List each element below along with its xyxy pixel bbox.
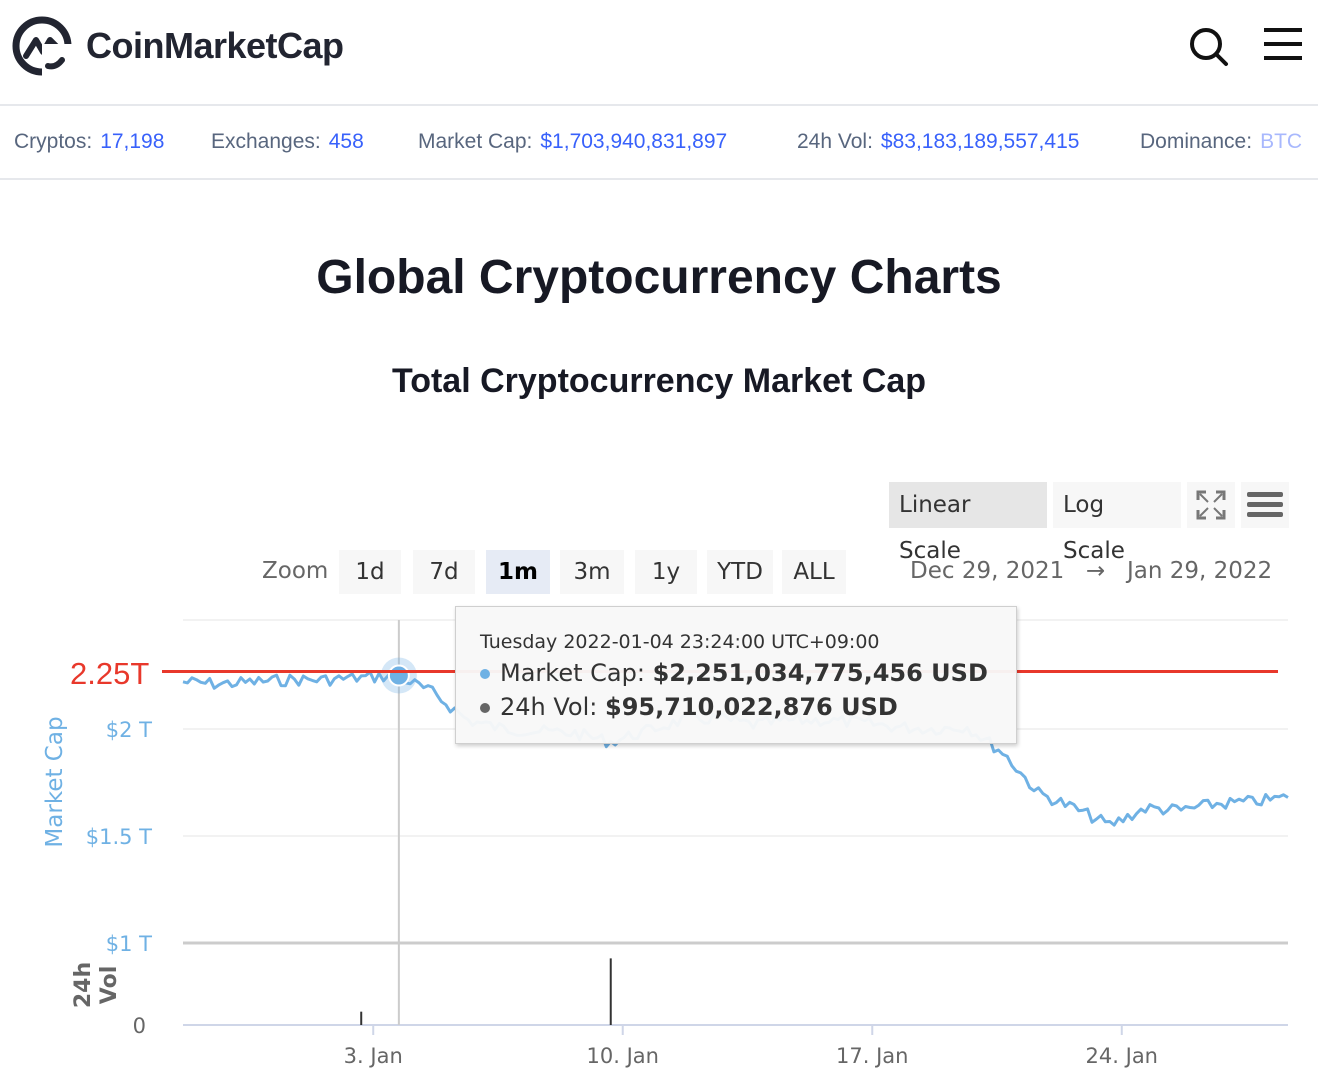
range-from-input[interactable]: Dec 29, 2021 (910, 558, 1065, 584)
x-tick-label: 24. Jan (1086, 1044, 1158, 1068)
stat-label: 24h Vol: (797, 130, 873, 153)
tooltip-mc-value: $2,251,034,775,456 USD (652, 659, 988, 687)
stat-label: Market Cap: (418, 130, 533, 153)
series-dot-icon (480, 703, 490, 713)
log-scale-button[interactable]: Log Scale (1053, 482, 1181, 564)
site-header: CoinMarketCap (0, 0, 1318, 106)
y-tick-label: $1 T (106, 932, 152, 956)
chart-menu-icon (1247, 492, 1283, 517)
tooltip-mc-label: Market Cap: (500, 659, 645, 687)
range-arrow: → (1086, 558, 1106, 584)
series-dot-icon (480, 669, 490, 679)
y-axis-title: Market Cap (42, 716, 68, 847)
y-tick-label: $2 T (106, 718, 152, 742)
stat-24h-vol: 24h Vol: $83,183,189,557,415 (797, 130, 1079, 154)
tooltip-market-cap-row: Market Cap: $2,251,034,775,456 USD (480, 659, 1016, 687)
tooltip-vol-label: 24h Vol: (500, 693, 598, 721)
zoom-1m-button[interactable]: 1m (486, 550, 550, 594)
annotation-label: 2.25T (70, 656, 150, 691)
chart-title: Total Cryptocurrency Market Cap (391, 362, 927, 400)
logo-text: CoinMarketCap (86, 25, 344, 66)
volume-zero-label: 0 (133, 1014, 146, 1038)
tooltip-volume-row: 24h Vol: $95,710,022,876 USD (480, 693, 1016, 721)
zoom-7d-button[interactable]: 7d (413, 550, 475, 594)
zoom-all-button[interactable]: ALL (782, 550, 846, 594)
volume-axis-title: 24hVol (71, 962, 122, 1008)
coinmarketcap-logo-icon (12, 16, 72, 76)
zoom-label: Zoom (262, 558, 329, 584)
range-to-input[interactable]: Jan 29, 2022 (1127, 558, 1273, 584)
search-icon[interactable] (1188, 26, 1230, 68)
y-tick-label: $1.5 T (86, 825, 152, 849)
x-tick-label: 10. Jan (587, 1044, 659, 1068)
stat-value-link[interactable]: $83,183,189,557,415 (880, 130, 1080, 153)
global-stats-bar: Cryptos: 17,198 Exchanges: 458 Market Cap:… (0, 106, 1318, 180)
stat-value-link[interactable]: 458 (328, 130, 364, 153)
stat-cryptos: Cryptos: 17,198 (14, 130, 164, 154)
stat-label: Exchanges: (211, 130, 321, 153)
page-title: Global Cryptocurrency Charts (316, 251, 1002, 304)
linear-scale-button[interactable]: Linear Scale (889, 482, 1047, 564)
hamburger-menu-icon[interactable] (1264, 26, 1302, 62)
tooltip-vol-value: $95,710,022,876 USD (605, 693, 898, 721)
stat-label: Cryptos: (14, 130, 93, 153)
hover-point (387, 664, 410, 687)
x-tick-label: 17. Jan (836, 1044, 908, 1068)
fullscreen-icon (1196, 490, 1226, 520)
zoom-3m-button[interactable]: 3m (560, 550, 624, 594)
tooltip-date: Tuesday 2022-01-04 23:24:00 UTC+09:00 (480, 631, 880, 653)
chart-menu-button[interactable] (1241, 482, 1289, 528)
fullscreen-button[interactable] (1187, 482, 1235, 528)
x-tick-label: 3. Jan (344, 1044, 403, 1068)
logo[interactable]: CoinMarketCap (12, 16, 344, 76)
chart-tooltip: Tuesday 2022-01-04 23:24:00 UTC+09:00 Ma… (455, 606, 1017, 744)
zoom-1y-button[interactable]: 1y (635, 550, 697, 594)
stat-label: Dominance: (1140, 130, 1253, 153)
zoom-1d-button[interactable]: 1d (339, 550, 401, 594)
zoom-ytd-button[interactable]: YTD (707, 550, 773, 594)
stat-dominance: Dominance: BTC (1140, 130, 1302, 154)
stat-value-link[interactable]: BTC (1260, 130, 1303, 153)
stat-exchanges: Exchanges: 458 (211, 130, 364, 154)
stat-market-cap: Market Cap: $1,703,940,831,897 (418, 130, 727, 154)
stat-value-link[interactable]: $1,703,940,831,897 (540, 130, 728, 153)
stat-value-link[interactable]: 17,198 (100, 130, 165, 153)
market-cap-chart[interactable]: $1 T $1.5 T $2 T Market Cap 24hVol 0 3. Jan 10.… (0, 600, 1318, 1092)
